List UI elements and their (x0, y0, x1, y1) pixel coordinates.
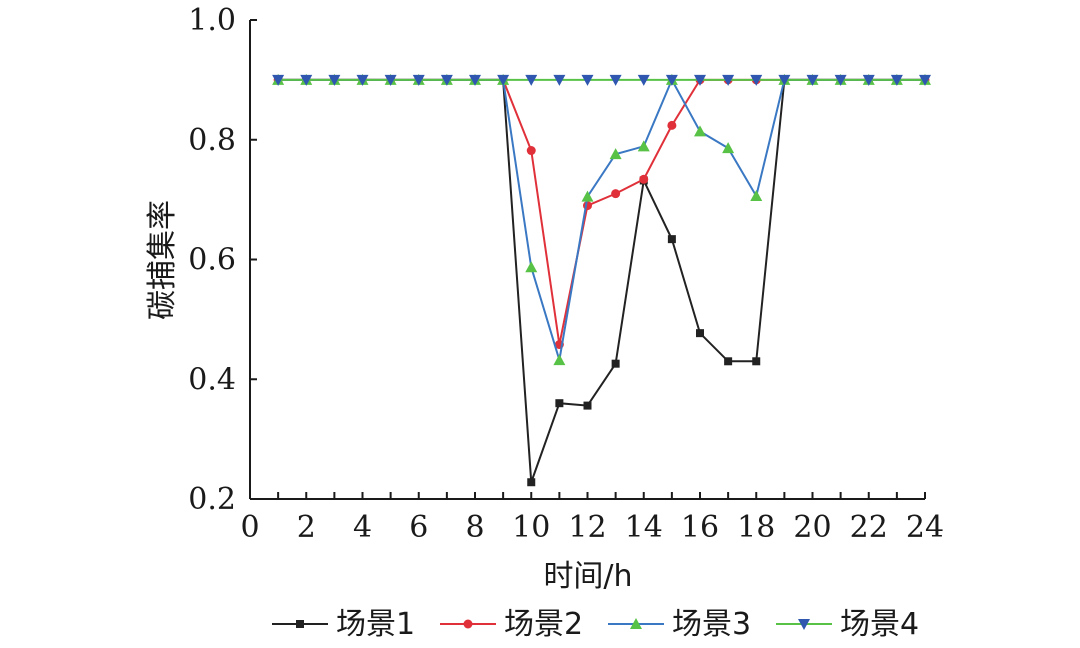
x-tick-label: 2 (297, 510, 316, 545)
data-point (694, 125, 706, 137)
data-point (752, 357, 761, 366)
data-point (722, 142, 735, 154)
data-point (272, 74, 285, 86)
data-point (581, 190, 594, 202)
series-1 (274, 75, 929, 487)
data-point (525, 74, 538, 86)
data-point (384, 74, 397, 86)
data-point (469, 74, 481, 86)
data-point (724, 357, 733, 366)
data-point (328, 74, 341, 86)
y-tick-label: 1.0 (188, 3, 236, 38)
data-point (667, 235, 676, 244)
data-point (412, 74, 425, 86)
x-axis-label: 时间/h (543, 559, 632, 594)
x-tick-label: 24 (906, 510, 944, 545)
data-point (834, 74, 847, 86)
data-point (581, 74, 594, 86)
x-tick-label: 14 (625, 510, 663, 545)
y-tick-label: 0.6 (188, 243, 236, 278)
x-tick-label: 18 (737, 510, 775, 545)
data-point (553, 74, 566, 86)
series-line (278, 77, 925, 361)
data-point (862, 74, 875, 86)
data-point (806, 74, 819, 86)
series-4 (272, 74, 931, 86)
series-line (278, 78, 925, 483)
data-point (778, 74, 791, 86)
data-point (440, 74, 453, 86)
x-tick-label: 20 (793, 510, 831, 545)
y-tick-label: 0.4 (188, 362, 236, 397)
series-line (278, 78, 925, 345)
series-3 (272, 73, 931, 366)
legend: 场景1 场景2 场景3 场景4 (272, 607, 919, 642)
data-point (696, 329, 704, 338)
x-tick-label: 10 (512, 510, 550, 545)
x-tick-label: 8 (465, 510, 484, 545)
data-point (300, 74, 313, 86)
legend-label: 场景2 (504, 607, 583, 642)
data-point (609, 74, 622, 86)
data-point (665, 74, 678, 86)
y-tick-label: 0.8 (188, 123, 236, 158)
data-point (527, 478, 536, 487)
x-tick-label: 0 (240, 510, 259, 545)
legend-label: 场景3 (672, 607, 751, 642)
data-point (526, 146, 536, 156)
data-point (553, 354, 566, 366)
series-layer (272, 73, 931, 487)
data-point (694, 74, 706, 86)
data-point (667, 120, 677, 130)
legend-marker (296, 620, 304, 628)
legend-item-2: 场景2 (440, 607, 583, 642)
x-tick-label: 22 (850, 510, 888, 545)
data-point (356, 74, 369, 86)
data-point (750, 190, 763, 202)
x-tick-label: 12 (568, 510, 606, 545)
legend-marker (798, 619, 810, 630)
x-tick-label: 16 (681, 510, 719, 545)
legend-item-4: 场景4 (776, 607, 919, 642)
legend-item-1: 场景1 (272, 607, 415, 642)
data-point (609, 148, 622, 160)
data-point (555, 399, 564, 408)
data-point (611, 359, 620, 368)
data-point (611, 189, 621, 199)
y-axis-label: 碳捕集率 (145, 200, 180, 320)
data-point (919, 74, 931, 86)
legend-marker (630, 618, 642, 629)
data-point (637, 74, 650, 86)
legend-label: 场景4 (840, 607, 919, 642)
legend-label: 场景1 (336, 607, 415, 642)
y-tick-label: 0.2 (188, 482, 236, 517)
data-point (639, 174, 649, 184)
legend-marker (463, 619, 473, 629)
data-point (583, 401, 592, 410)
data-point (750, 74, 763, 86)
data-point (890, 74, 903, 86)
data-point (637, 140, 650, 152)
legend-item-3: 场景3 (608, 607, 751, 642)
data-point (722, 74, 735, 86)
series-2 (273, 75, 930, 350)
axes: 0.20.40.60.81.00 2 4 6 8 10 12 14 16 18 20 22 24 (188, 3, 944, 545)
data-point (525, 261, 538, 273)
data-point (497, 74, 510, 86)
x-tick-label: 4 (353, 510, 372, 545)
x-tick-label: 6 (409, 510, 428, 545)
